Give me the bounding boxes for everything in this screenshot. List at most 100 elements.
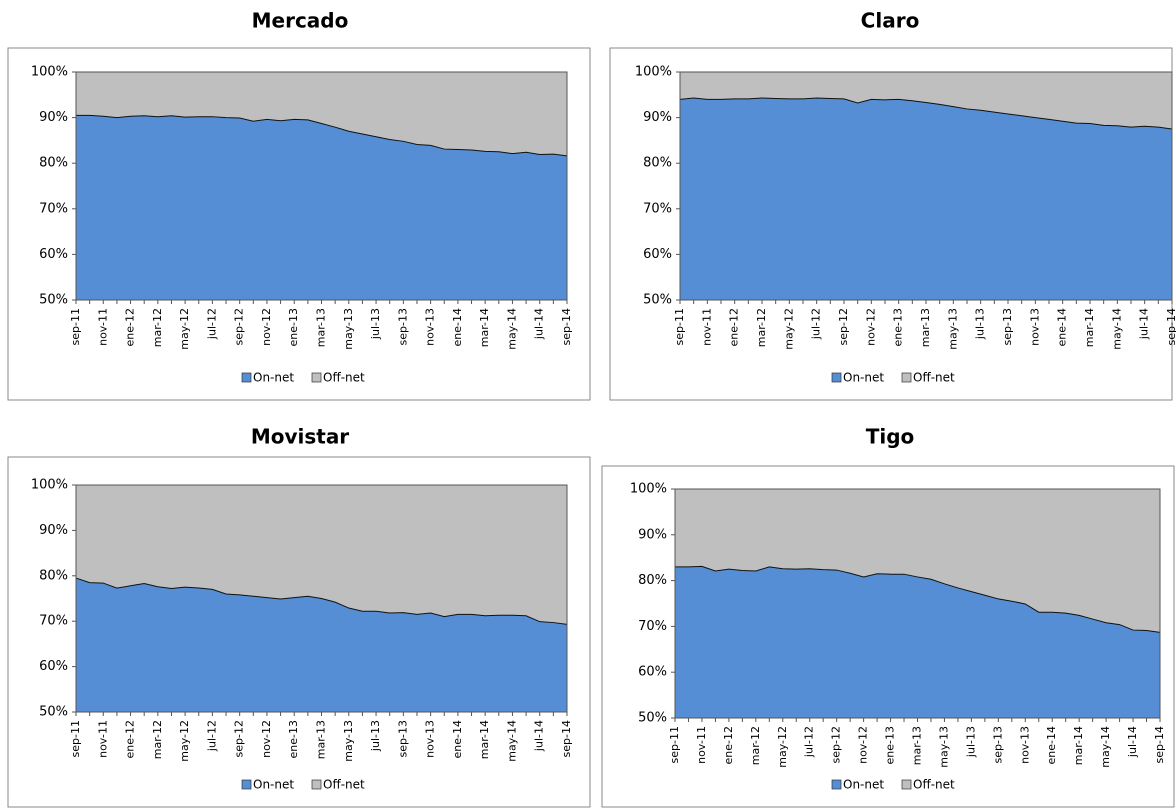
legend-swatch [831,372,842,383]
x-tick-label: sep-14 [560,720,573,757]
x-tick-label: mar-12 [151,720,164,759]
legend-swatch [831,779,842,790]
x-tick-label: may-12 [782,308,795,350]
x-tick-label: mar-13 [315,308,328,347]
y-tick-label: 50% [39,293,68,308]
x-tick-label: sep-12 [837,308,850,345]
area [680,72,1172,129]
boundary-line [76,114,568,157]
subchart: Mercado 50% 60% 70% 80% 90% 100% sep-11 nov-11 en… [7,9,591,401]
area [76,485,567,625]
x-tick-label: sep-12 [233,720,246,757]
chart-title: Movistar [251,425,349,449]
legend-label: On-net [253,371,294,385]
x-tick-label: may-12 [178,308,191,350]
area [76,115,567,300]
x-tick-label: mar-14 [1072,726,1085,765]
x-tick-label: sep-11 [69,720,82,757]
x-tick-label: mar-12 [749,726,762,765]
legend-label: On-net [843,778,884,792]
y-tick-label: 100% [31,478,68,493]
y-tick-label: 50% [39,705,68,720]
x-tick-label: nov-13 [424,720,437,758]
y-tick-label: 70% [643,201,672,216]
y-tick-label: 70% [39,201,68,216]
x-tick-label: mar-14 [478,720,491,759]
x-tick-label: mar-13 [919,308,932,347]
x-tick-label: ene-12 [124,308,137,346]
legend-swatch [241,779,252,790]
area [76,72,567,156]
x-tick-label: ene-13 [884,726,897,764]
y-tick-label: 90% [39,110,68,125]
x-tick-label: jul-12 [810,308,823,340]
legend-label: Off-net [913,778,955,792]
legend-label: On-net [843,371,884,385]
chart-title: Tigo [866,425,915,449]
y-tick-label: 100% [630,482,667,497]
legend-swatch [901,372,912,383]
x-tick-label: jul-14 [533,720,546,752]
x-tick-label: mar-14 [1083,308,1096,347]
x-tick-label: jul-14 [1126,726,1139,758]
x-tick-label: ene-14 [1045,726,1058,764]
x-tick-label: ene-14 [451,720,464,758]
x-tick-label: may-13 [946,308,959,350]
x-tick-label: sep-13 [1001,308,1014,345]
y-tick-label: 100% [635,65,672,80]
boundary-line [675,565,1161,633]
x-tick-label: sep-14 [560,308,573,345]
x-tick-label: jul-12 [803,726,816,758]
y-tick-label: 80% [39,568,68,583]
x-tick-label: jul-13 [964,726,977,758]
legend-label: Off-net [323,371,365,385]
x-tick-label: sep-14 [1165,308,1176,345]
x-tick-label: mar-13 [315,720,328,759]
x-tick-label: sep-11 [673,308,686,345]
x-tick-label: ene-12 [728,308,741,346]
x-tick-label: mar-12 [151,308,164,347]
x-tick-label: nov-12 [260,308,273,346]
legend-swatch [311,372,322,383]
y-tick-label: 90% [39,523,68,538]
legend-label: Off-net [913,371,955,385]
y-tick-label: 90% [638,527,667,542]
y-tick-label: 50% [638,711,667,726]
x-tick-label: may-13 [937,726,950,768]
area [76,578,567,712]
x-tick-label: nov-13 [1018,726,1031,764]
x-tick-label: nov-13 [424,308,437,346]
boundary-line [679,97,1173,130]
legend-swatch [311,779,322,790]
x-tick-label: may-14 [505,720,518,762]
x-tick-label: mar-12 [755,308,768,347]
x-tick-label: jul-13 [974,308,987,340]
x-tick-label: jul-12 [205,308,218,340]
chart-title: Claro [861,9,920,33]
subchart: Claro 50% 60% 70% 80% 90% 100% sep-11 nov-11 ene-… [609,9,1176,401]
y-tick-label: 80% [643,156,672,171]
y-tick-label: 70% [638,619,667,634]
x-tick-label: jul-14 [1138,308,1151,340]
x-tick-label: jul-13 [369,308,382,340]
x-tick-label: jul-14 [533,308,546,340]
x-tick-label: sep-13 [396,308,409,345]
x-tick-label: nov-13 [1028,308,1041,346]
x-tick-label: mar-14 [478,308,491,347]
y-tick-label: 50% [643,293,672,308]
y-tick-label: 80% [39,156,68,171]
x-tick-label: jul-12 [205,720,218,752]
x-tick-label: sep-13 [396,720,409,757]
x-tick-label: nov-12 [260,720,273,758]
x-tick-label: sep-12 [830,726,843,763]
x-tick-label: sep-12 [233,308,246,345]
chart-title: Mercado [252,9,349,33]
legend-swatch [901,779,912,790]
y-tick-label: 90% [643,110,672,125]
x-tick-label: may-13 [342,308,355,350]
x-tick-label: ene-13 [892,308,905,346]
boundary-line [75,577,568,625]
y-tick-label: 60% [643,247,672,262]
x-tick-label: may-14 [1110,308,1123,350]
